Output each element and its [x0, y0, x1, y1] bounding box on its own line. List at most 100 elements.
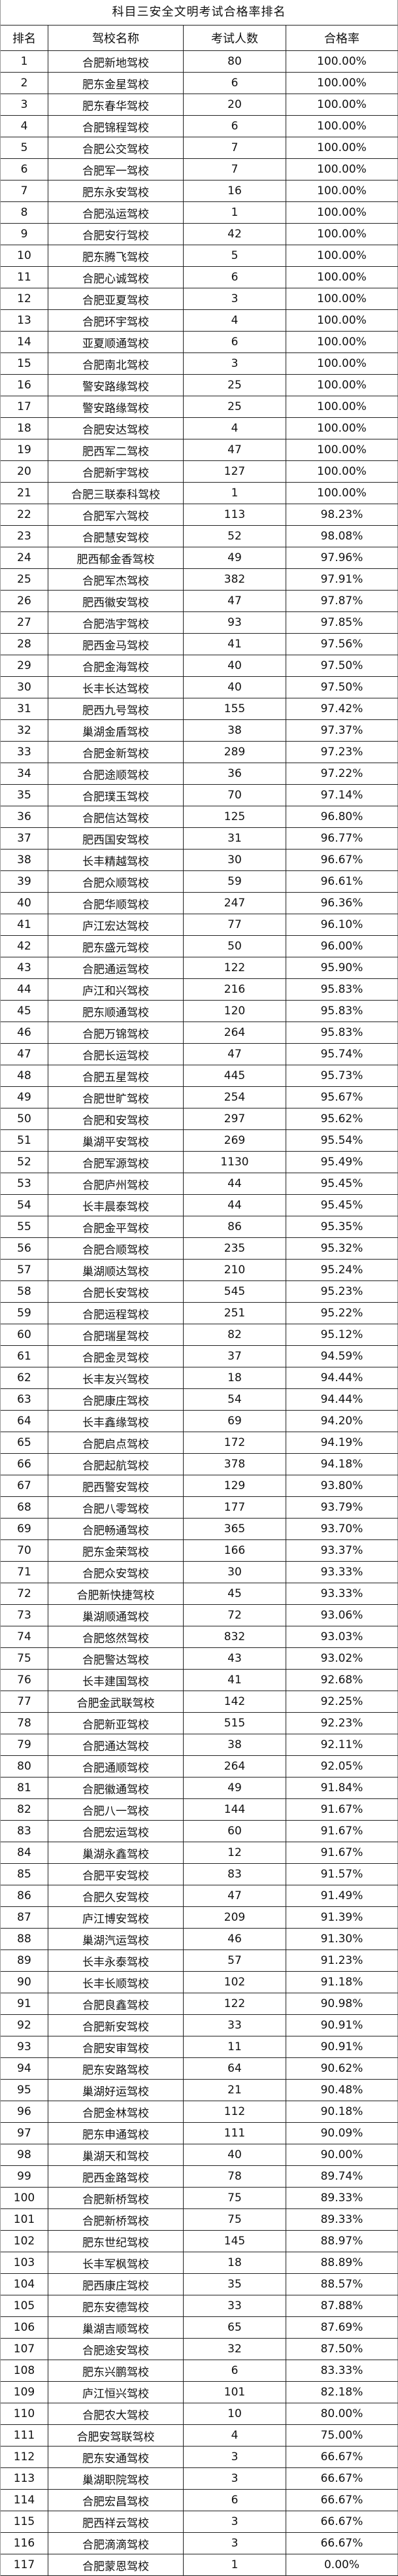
- pass-rate-cell: 95.62%: [286, 1108, 398, 1129]
- rank-cell: 96: [1, 2101, 48, 2122]
- exam-count-cell: 40: [184, 655, 286, 676]
- rank-cell: 79: [1, 1734, 48, 1755]
- rank-cell: 3: [1, 94, 48, 115]
- table-row: 106 巢湖吉顺驾校 65 87.69%: [1, 2317, 398, 2339]
- rank-cell: 117: [1, 2554, 48, 2575]
- pass-rate-cell: 97.50%: [286, 677, 398, 698]
- table-row: 92 合肥新安驾校 33 90.91%: [1, 2015, 398, 2036]
- rank-cell: 18: [1, 418, 48, 439]
- school-name-cell: 长丰长达驾校: [48, 677, 184, 698]
- table-row: 103 长丰军枫驾校 18 88.89%: [1, 2252, 398, 2274]
- school-name-cell: 合肥康庄驾校: [48, 1389, 184, 1410]
- rank-cell: 78: [1, 1713, 48, 1734]
- table-row: 59 合肥运程驾校 251 95.22%: [1, 1303, 398, 1324]
- exam-count-cell: 25: [184, 396, 286, 417]
- rank-cell: 95: [1, 2080, 48, 2101]
- school-name-cell: 肥西祥云驾校: [48, 2511, 184, 2532]
- table-row: 20 合肥新宇驾校 127 100.00%: [1, 461, 398, 483]
- pass-rate-cell: 91.67%: [286, 1821, 398, 1842]
- rank-cell: 57: [1, 1260, 48, 1280]
- rank-cell: 40: [1, 893, 48, 914]
- exam-count-cell: 6: [184, 116, 286, 137]
- school-name-cell: 合肥五星驾校: [48, 1065, 184, 1086]
- school-name-cell: 肥东安路驾校: [48, 2058, 184, 2079]
- school-name-cell: 合肥八一驾校: [48, 1799, 184, 1820]
- school-name-cell: 长丰长顺驾校: [48, 1972, 184, 1993]
- table-row: 22 合肥军六驾校 113 98.23%: [1, 504, 398, 526]
- exam-count-cell: 32: [184, 2339, 286, 2360]
- school-name-cell: 庐江恒兴驾校: [48, 2382, 184, 2403]
- exam-count-cell: 45: [184, 1583, 286, 1604]
- pass-rate-cell: 95.54%: [286, 1130, 398, 1151]
- rank-cell: 110: [1, 2403, 48, 2424]
- rank-cell: 66: [1, 1454, 48, 1475]
- table-row: 107 合肥途安驾校 32 87.50%: [1, 2339, 398, 2360]
- pass-rate-cell: 83.33%: [286, 2360, 398, 2381]
- pass-rate-cell: 91.57%: [286, 1864, 398, 1885]
- rank-cell: 4: [1, 116, 48, 137]
- rank-cell: 38: [1, 850, 48, 870]
- rank-cell: 16: [1, 375, 48, 396]
- table-row: 11 合肥心诚驾校 6 100.00%: [1, 267, 398, 288]
- pass-rate-cell: 100.00%: [286, 224, 398, 245]
- school-name-cell: 合肥长运驾校: [48, 1044, 184, 1065]
- school-name-cell: 合肥璞玉驾校: [48, 785, 184, 806]
- exam-count-cell: 122: [184, 957, 286, 978]
- school-name-cell: 肥西国安驾校: [48, 828, 184, 849]
- pass-rate-cell: 93.02%: [286, 1648, 398, 1669]
- school-name-cell: 巢湖天和驾校: [48, 2144, 184, 2165]
- exam-count-cell: 289: [184, 742, 286, 763]
- rank-cell: 97: [1, 2123, 48, 2144]
- table-row: 97 肥东申通驾校 111 90.09%: [1, 2123, 398, 2144]
- school-name-cell: 合肥安驾联驾校: [48, 2425, 184, 2446]
- rank-cell: 17: [1, 396, 48, 417]
- rank-cell: 83: [1, 1821, 48, 1842]
- exam-count-cell: 111: [184, 2123, 286, 2144]
- table-row: 84 巢湖永鑫驾校 12 91.67%: [1, 1842, 398, 1864]
- school-name-cell: 长丰军枫驾校: [48, 2252, 184, 2273]
- pass-rate-cell: 91.18%: [286, 1972, 398, 1993]
- exam-count-cell: 49: [184, 547, 286, 568]
- table-row: 31 肥西九号驾校 155 97.42%: [1, 698, 398, 720]
- pass-rate-cell: 100.00%: [286, 353, 398, 374]
- pass-rate-cell: 100.00%: [286, 418, 398, 439]
- pass-rate-cell: 91.84%: [286, 1777, 398, 1798]
- rank-cell: 68: [1, 1497, 48, 1518]
- school-name-cell: 肥西九号驾校: [48, 698, 184, 719]
- rank-cell: 29: [1, 655, 48, 676]
- table-body: 1 合肥新地驾校 80 100.00% 2 肥东金星驾校 6 100.00% 3 肥东春华驾校 20…: [1, 51, 398, 2576]
- exam-count-cell: 378: [184, 1454, 286, 1475]
- exam-count-cell: 16: [184, 180, 286, 201]
- pass-rate-cell: 92.23%: [286, 1713, 398, 1734]
- exam-count-cell: 4: [184, 310, 286, 331]
- pass-rate-cell: 90.91%: [286, 2015, 398, 2036]
- exam-count-cell: 122: [184, 1993, 286, 2014]
- table-row: 39 合肥众顺驾校 59 96.61%: [1, 871, 398, 893]
- exam-count-cell: 47: [184, 1044, 286, 1065]
- exam-count-cell: 49: [184, 1777, 286, 1798]
- exam-count-cell: 129: [184, 1475, 286, 1496]
- pass-rate-cell: 95.83%: [286, 1001, 398, 1022]
- rank-cell: 46: [1, 1022, 48, 1043]
- school-name-cell: 合肥军源驾校: [48, 1152, 184, 1173]
- school-name-cell: 合肥金武联驾校: [48, 1691, 184, 1712]
- exam-count-cell: 216: [184, 979, 286, 1000]
- rank-cell: 88: [1, 1929, 48, 1949]
- school-name-cell: 巢湖吉顺驾校: [48, 2317, 184, 2338]
- school-name-cell: 合肥环宇驾校: [48, 310, 184, 331]
- pass-rate-cell: 94.19%: [286, 1432, 398, 1453]
- school-name-cell: 长丰精越驾校: [48, 850, 184, 870]
- pass-rate-cell: 93.80%: [286, 1475, 398, 1496]
- rank-cell: 19: [1, 439, 48, 460]
- table-row: 88 巢湖汽运驾校 46 91.30%: [1, 1929, 398, 1950]
- exam-count-cell: 297: [184, 1108, 286, 1129]
- rank-cell: 52: [1, 1152, 48, 1173]
- school-name-cell: 合肥慧安驾校: [48, 526, 184, 547]
- table-title: 科目三安全文明考试合格率排名: [1, 0, 398, 26]
- rank-cell: 43: [1, 957, 48, 978]
- table-row: 98 巢湖天和驾校 40 90.00%: [1, 2144, 398, 2166]
- table-row: 83 合肥宏运驾校 60 91.67%: [1, 1821, 398, 1842]
- rank-cell: 82: [1, 1799, 48, 1820]
- exam-count-cell: 125: [184, 806, 286, 827]
- table-row: 38 长丰精越驾校 30 96.67%: [1, 850, 398, 871]
